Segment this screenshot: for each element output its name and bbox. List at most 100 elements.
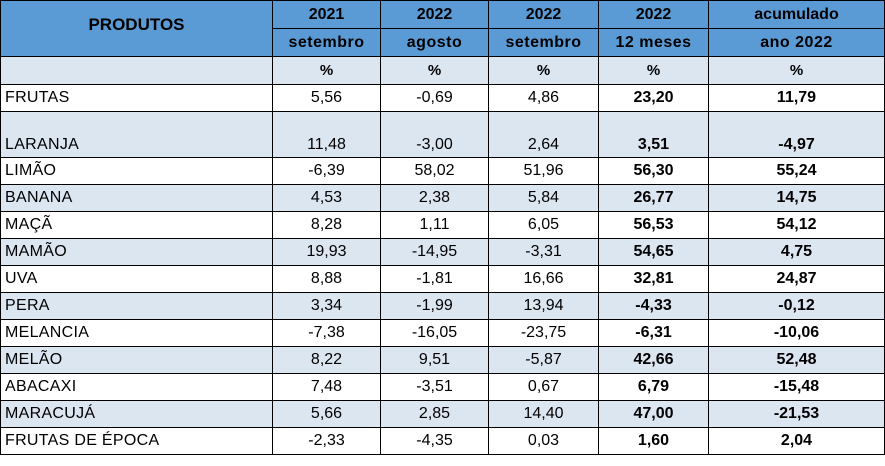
value-cell: 0,67 <box>488 373 599 401</box>
value-cell: 6,05 <box>488 211 599 239</box>
header-period: agosto <box>380 28 489 57</box>
table-row: MAMÃO 19,93 -14,95 -3,31 54,65 4,75 <box>0 238 885 266</box>
header-year: 2022 <box>598 0 709 29</box>
header-row-periods: setembro agosto setembro 12 meses ano 20… <box>1 28 885 57</box>
value-cell: 26,77 <box>598 184 709 212</box>
table-row: FRUTAS 5,56 -0,69 4,86 23,20 11,79 <box>0 84 885 112</box>
value-cell: 32,81 <box>598 265 709 293</box>
table-row: UVA 8,88 -1,81 16,66 32,81 24,87 <box>0 265 885 293</box>
value-cell: -10,06 <box>708 319 885 347</box>
value-cell: 58,02 <box>380 157 489 185</box>
value-cell: -5,87 <box>488 346 599 374</box>
value-cell: 7,48 <box>272 373 381 401</box>
table-row: MELÃO 8,22 9,51 -5,87 42,66 52,48 <box>0 346 885 374</box>
value-cell: 24,87 <box>708 265 885 293</box>
value-cell: 0,03 <box>488 427 599 455</box>
header-period: 12 meses <box>598 28 709 57</box>
product-name-cell: MELÃO <box>0 346 273 374</box>
value-cell: -2,33 <box>272 427 381 455</box>
product-name-cell: BANANA <box>0 184 273 212</box>
product-name-cell: MARACUJÁ <box>0 400 273 428</box>
header-year: 2022 <box>380 0 489 29</box>
value-cell: 9,51 <box>380 346 489 374</box>
value-cell: -0,69 <box>380 84 489 112</box>
header-period: ano 2022 <box>708 28 885 57</box>
value-cell: -1,81 <box>380 265 489 293</box>
value-cell: 1,11 <box>380 211 489 239</box>
value-cell: 8,28 <box>272 211 381 239</box>
table-row: PERA 3,34 -1,99 13,94 -4,33 -0,12 <box>0 292 885 320</box>
value-cell: 2,04 <box>708 427 885 455</box>
table-row: LARANJA 11,48 -3,00 2,64 3,51 -4,97 <box>0 111 885 158</box>
value-cell: -4,33 <box>598 292 709 320</box>
value-cell: 2,38 <box>380 184 489 212</box>
value-cell: 47,00 <box>598 400 709 428</box>
product-name-cell: LIMÃO <box>0 157 273 185</box>
value-cell: 4,53 <box>272 184 381 212</box>
product-name-cell: ABACAXI <box>0 373 273 401</box>
value-cell: -7,38 <box>272 319 381 347</box>
value-cell: -16,05 <box>380 319 489 347</box>
value-cell: 54,65 <box>598 238 709 266</box>
value-cell: -3,31 <box>488 238 599 266</box>
header-empty-cell <box>0 56 273 85</box>
value-cell: 14,75 <box>708 184 885 212</box>
header-produtos: PRODUTOS <box>0 0 273 57</box>
table-header: PRODUTOS 2021 2022 2022 2022 acumulado s… <box>0 0 885 85</box>
header-unit: % <box>380 56 489 85</box>
value-cell: 8,22 <box>272 346 381 374</box>
value-cell: 11,79 <box>708 84 885 112</box>
product-name-cell: FRUTAS <box>0 84 273 112</box>
product-name-cell: MELANCIA <box>0 319 273 347</box>
header-unit: % <box>272 56 381 85</box>
value-cell: 16,66 <box>488 265 599 293</box>
value-cell: 55,24 <box>708 157 885 185</box>
table-row: LIMÃO -6,39 58,02 51,96 56,30 55,24 <box>0 157 885 185</box>
value-cell: -4,97 <box>708 111 885 158</box>
value-cell: -4,35 <box>380 427 489 455</box>
table-row: MAÇÃ 8,28 1,11 6,05 56,53 54,12 <box>0 211 885 239</box>
header-unit: % <box>488 56 599 85</box>
value-cell: 3,34 <box>272 292 381 320</box>
product-name-cell: MAÇÃ <box>0 211 273 239</box>
table-row: BANANA 4,53 2,38 5,84 26,77 14,75 <box>0 184 885 212</box>
value-cell: -23,75 <box>488 319 599 347</box>
table-row: MELANCIA -7,38 -16,05 -23,75 -6,31 -10,06 <box>0 319 885 347</box>
table-row: ABACAXI 7,48 -3,51 0,67 6,79 -15,48 <box>0 373 885 401</box>
product-name-cell: PERA <box>0 292 273 320</box>
product-name-cell: MAMÃO <box>0 238 273 266</box>
product-name-cell: UVA <box>0 265 273 293</box>
table-body: FRUTAS 5,56 -0,69 4,86 23,20 11,79 LARANJA 11,4… <box>0 84 885 455</box>
value-cell: 56,30 <box>598 157 709 185</box>
value-cell: 8,88 <box>272 265 381 293</box>
value-cell: -14,95 <box>380 238 489 266</box>
header-row-years: PRODUTOS 2021 2022 2022 2022 acumulado <box>0 0 885 57</box>
value-cell: -3,51 <box>380 373 489 401</box>
value-cell: 56,53 <box>598 211 709 239</box>
header-year: acumulado <box>708 0 885 29</box>
value-cell: 5,84 <box>488 184 599 212</box>
header-unit: % <box>708 56 885 85</box>
value-cell: 42,66 <box>598 346 709 374</box>
value-cell: 5,56 <box>272 84 381 112</box>
header-year: 2021 <box>272 0 381 29</box>
header-period: setembro <box>272 28 381 57</box>
value-cell: 23,20 <box>598 84 709 112</box>
product-name-cell: FRUTAS DE ÉPOCA <box>0 427 273 455</box>
value-cell: -3,00 <box>380 111 489 158</box>
value-cell: 4,75 <box>708 238 885 266</box>
value-cell: 13,94 <box>488 292 599 320</box>
header-period: setembro <box>488 28 599 57</box>
value-cell: -6,31 <box>598 319 709 347</box>
value-cell: 6,79 <box>598 373 709 401</box>
header-row-units: % % % % % <box>0 56 885 85</box>
value-cell: 5,66 <box>272 400 381 428</box>
value-cell: 51,96 <box>488 157 599 185</box>
price-variation-table: PRODUTOS 2021 2022 2022 2022 acumulado s… <box>0 0 885 455</box>
table-row: FRUTAS DE ÉPOCA -2,33 -4,35 0,03 1,60 2,04 <box>0 427 885 455</box>
value-cell: -15,48 <box>708 373 885 401</box>
product-name-cell: LARANJA <box>0 111 273 158</box>
value-cell: 19,93 <box>272 238 381 266</box>
header-unit: % <box>598 56 709 85</box>
value-cell: 4,86 <box>488 84 599 112</box>
